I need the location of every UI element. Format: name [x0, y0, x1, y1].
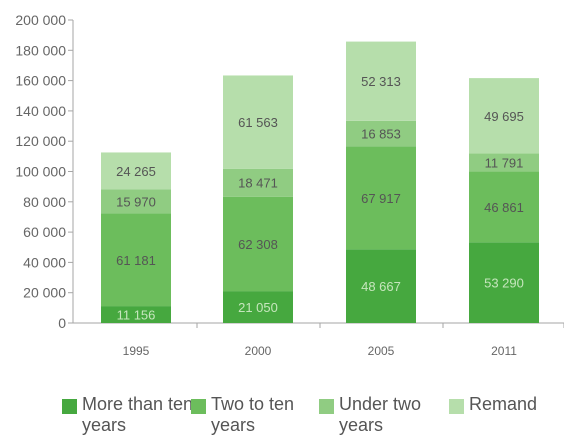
data-label: 52 313 — [361, 74, 401, 89]
x-tick-label: 2005 — [368, 344, 395, 358]
bar-segment — [101, 189, 171, 214]
bar-segment — [469, 171, 539, 243]
y-tick-label: 180 000 — [15, 42, 66, 58]
data-label: 62 308 — [238, 237, 278, 252]
legend-label: Under two years — [339, 394, 422, 435]
legend-item-two-to-ten-years: Two to ten years — [191, 394, 323, 436]
legend-swatch — [191, 399, 206, 414]
y-tick-label: 60 000 — [23, 224, 66, 240]
legend-swatch — [62, 399, 77, 414]
legend: More than ten years Two to ten years Und… — [0, 394, 564, 439]
legend-swatch — [449, 399, 464, 414]
data-label: 61 181 — [116, 253, 156, 268]
data-label: 67 917 — [361, 191, 401, 206]
bar-segment — [346, 120, 416, 147]
bar-segment — [346, 41, 416, 121]
y-tick-label: 20 000 — [23, 285, 66, 301]
legend-item-remand: Remand — [449, 394, 564, 415]
bar-segment — [469, 242, 539, 323]
y-tick-label: 140 000 — [15, 103, 66, 119]
bar-segment — [469, 78, 539, 154]
bar-segment — [223, 168, 293, 197]
y-tick-label: 0 — [58, 315, 66, 331]
x-tick-label: 2011 — [491, 344, 517, 358]
x-tick-label: 1995 — [123, 344, 150, 358]
bar-segment — [101, 152, 171, 190]
y-tick-label: 40 000 — [23, 254, 66, 270]
data-label: 11 156 — [117, 308, 156, 323]
data-label: 24 265 — [116, 164, 156, 179]
data-label: 18 471 — [238, 176, 278, 191]
legend-label: Remand — [469, 394, 538, 414]
y-tick-label: 80 000 — [23, 194, 66, 210]
y-tick-label: 200 000 — [15, 12, 66, 28]
data-label: 16 853 — [361, 127, 401, 142]
y-tick-label: 120 000 — [15, 133, 66, 149]
bar-segment — [223, 196, 293, 292]
legend-item-more-than-ten-years: More than ten years — [62, 394, 194, 436]
data-label: 48 667 — [361, 279, 401, 294]
data-label: 15 970 — [116, 194, 156, 209]
data-label: 53 290 — [484, 276, 524, 291]
x-tick-label: 2000 — [245, 344, 272, 358]
bar-segment — [101, 306, 171, 323]
bar-segment — [101, 213, 171, 307]
data-label: 61 563 — [238, 115, 278, 130]
legend-swatch — [319, 399, 334, 414]
data-label: 46 861 — [484, 200, 524, 215]
legend-item-under-two-years: Under two years — [319, 394, 451, 436]
bar-segment — [346, 249, 416, 323]
data-label: 49 695 — [484, 109, 524, 124]
legend-label: Two to ten years — [211, 394, 295, 435]
data-label: 11 791 — [485, 155, 524, 170]
y-tick-label: 100 000 — [15, 164, 66, 180]
bar-segment — [346, 146, 416, 250]
data-label: 21 050 — [238, 300, 278, 315]
legend-label: More than ten years — [82, 394, 194, 435]
bar-segment — [469, 153, 539, 172]
bar-segment — [223, 291, 293, 323]
y-tick-label: 160 000 — [15, 73, 66, 89]
bar-segment — [223, 75, 293, 169]
